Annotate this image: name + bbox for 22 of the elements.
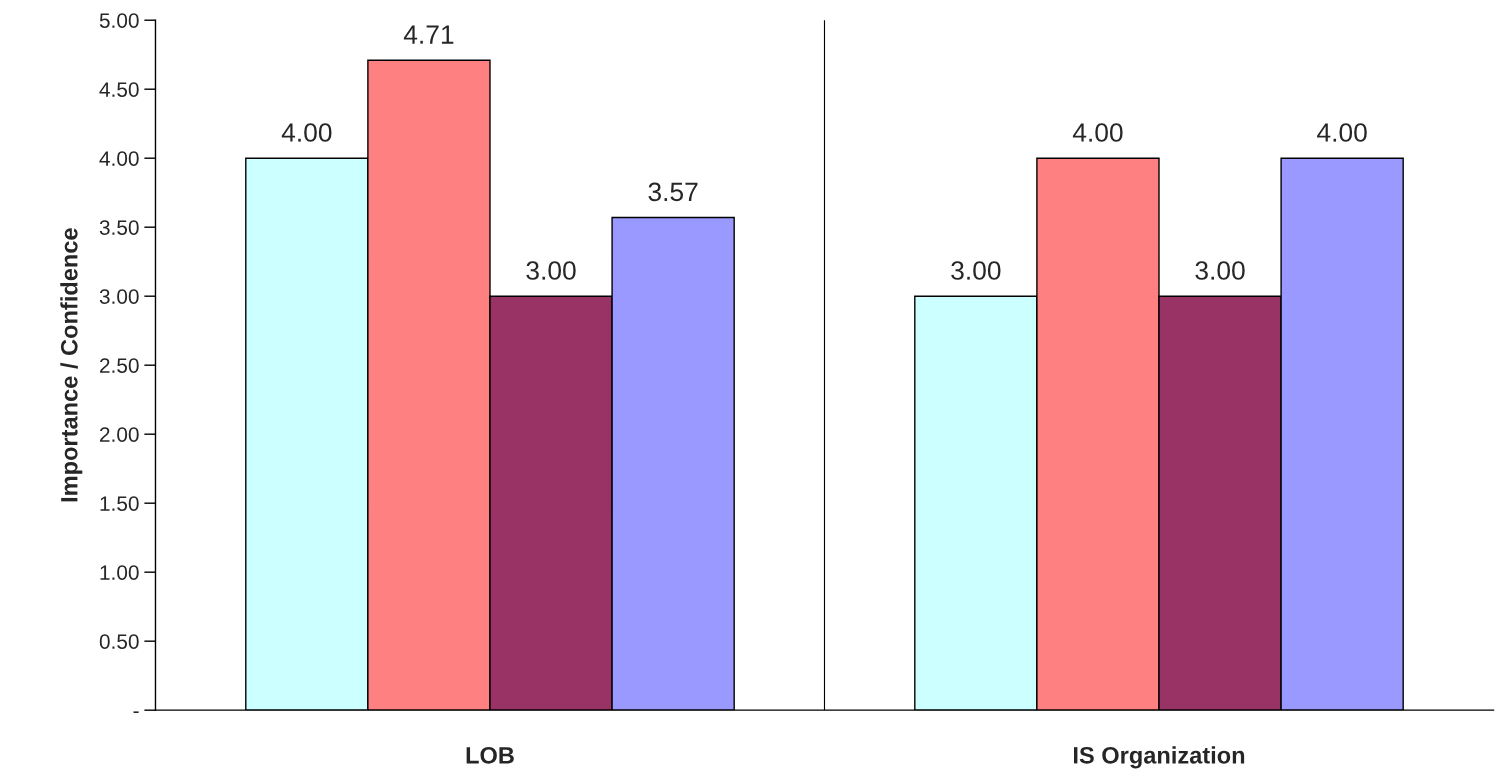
y-tick-label: 2.50 [100,358,139,373]
data-label: 4.00 [1072,123,1123,142]
y-tick-label: 0.50 [99,634,139,649]
data-label: 4.00 [1317,123,1367,142]
data-label: 4.71 [403,25,454,44]
y-tick-label: - [133,711,139,714]
y-tick-label: 5.00 [99,13,139,28]
data-label: 4.00 [281,123,332,142]
x-tick-label: LOB [466,746,514,764]
y-axis-title: Importance / Confidence [60,228,83,502]
y-tick-label: 4.50 [99,82,139,97]
y-tick-label: 3.50 [99,220,139,235]
data-label: 3.57 [648,182,698,202]
y-tick-label: 3.00 [99,289,139,304]
y-tick-label: 4.00 [99,151,139,166]
y-tick-label: 1.00 [100,565,139,580]
data-label: 3.00 [526,261,576,280]
data-label: 3.00 [951,261,1001,280]
y-tick-label: 1.50 [100,496,139,511]
data-label: 3.00 [1195,261,1245,280]
y-tick-label: 2.00 [100,427,139,442]
x-tick-label: IS Organization [1074,746,1245,769]
